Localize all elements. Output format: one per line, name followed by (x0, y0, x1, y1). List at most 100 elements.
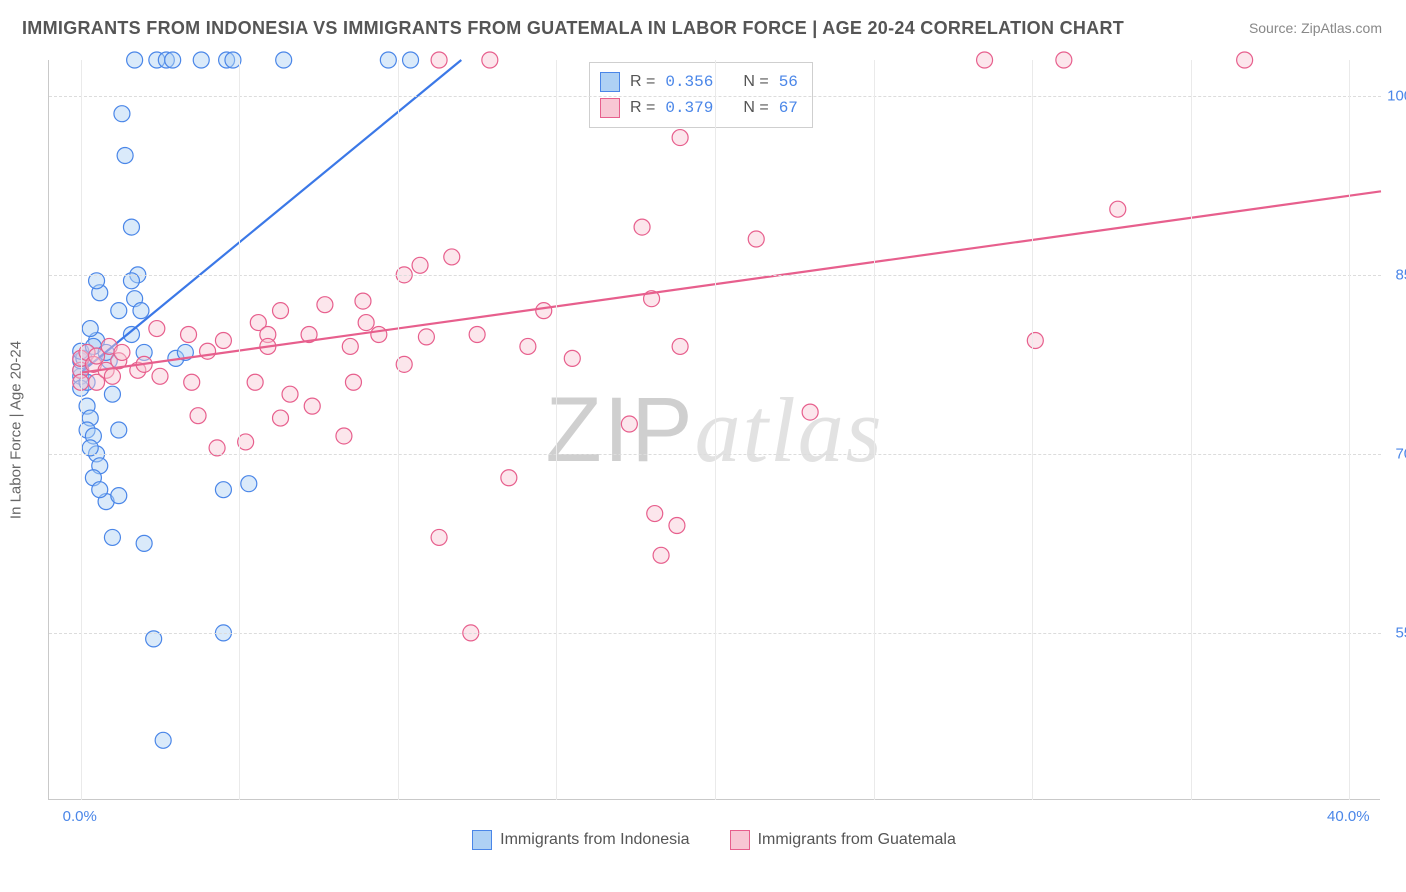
scatter-point (1027, 332, 1043, 348)
scatter-point (184, 374, 200, 390)
trend-line (81, 191, 1381, 372)
scatter-point (412, 257, 428, 273)
scatter-point (241, 476, 257, 492)
x-tick-label: 40.0% (1327, 808, 1370, 825)
scatter-point (82, 321, 98, 337)
scatter-point (92, 482, 108, 498)
trend-line (81, 60, 462, 373)
scatter-point (536, 303, 552, 319)
y-tick-label: 55.0% (1382, 624, 1406, 641)
grid-line-v (715, 60, 716, 800)
scatter-point (1237, 52, 1253, 68)
scatter-point (193, 52, 209, 68)
legend-item: Immigrants from Indonesia (472, 830, 689, 850)
scatter-point (358, 315, 374, 331)
scatter-point (273, 410, 289, 426)
scatter-point (336, 428, 352, 444)
scatter-point (342, 338, 358, 354)
scatter-point (282, 386, 298, 402)
legend-item: Immigrants from Guatemala (730, 830, 956, 850)
scatter-point (276, 52, 292, 68)
stats-n-label: N = (743, 95, 768, 121)
scatter-point (653, 547, 669, 563)
y-tick-label: 100.0% (1382, 87, 1406, 104)
scatter-point (418, 329, 434, 345)
scatter-point (273, 303, 289, 319)
scatter-point (482, 52, 498, 68)
scatter-point (469, 327, 485, 343)
grid-line-v (874, 60, 875, 800)
grid-line-v (1032, 60, 1033, 800)
scatter-point (431, 529, 447, 545)
scatter-point (672, 130, 688, 146)
scatter-point (123, 219, 139, 235)
scatter-point (104, 368, 120, 384)
scatter-point (520, 338, 536, 354)
stats-r-value: 0.379 (665, 95, 713, 121)
scatter-point (431, 52, 447, 68)
plot-area: ZIPatlas R = 0.356 N = 56 R = 0.379 N = … (48, 60, 1380, 832)
scatter-point (114, 344, 130, 360)
scatter-point (111, 422, 127, 438)
scatter-point (111, 488, 127, 504)
scatter-point (1110, 201, 1126, 217)
x-tick-label: 0.0% (63, 808, 97, 825)
source-label: Source: ZipAtlas.com (1249, 20, 1382, 36)
y-axis-label: In Labor Force | Age 20-24 (8, 341, 25, 519)
scatter-point (104, 529, 120, 545)
stats-n-label: N = (743, 69, 768, 95)
scatter-point (977, 52, 993, 68)
scatter-point (1056, 52, 1072, 68)
scatter-point (501, 470, 517, 486)
legend-swatch (472, 830, 492, 850)
scatter-point (152, 368, 168, 384)
legend-label: Immigrants from Guatemala (758, 831, 956, 849)
scatter-point (247, 374, 263, 390)
scatter-point (802, 404, 818, 420)
stats-swatch (600, 72, 620, 92)
y-tick-label: 70.0% (1382, 445, 1406, 462)
stats-row: R = 0.356 N = 56 (600, 69, 798, 95)
scatter-point (215, 482, 231, 498)
scatter-point (149, 321, 165, 337)
stats-n-value: 56 (779, 69, 798, 95)
scatter-point (133, 303, 149, 319)
scatter-point (634, 219, 650, 235)
scatter-point (155, 732, 171, 748)
bottom-legend: Immigrants from Indonesia Immigrants fro… (48, 830, 1380, 850)
grid-line-v (239, 60, 240, 800)
scatter-point (444, 249, 460, 265)
scatter-point (403, 52, 419, 68)
scatter-point (669, 517, 685, 533)
chart-box: ZIPatlas R = 0.356 N = 56 R = 0.379 N = … (48, 60, 1380, 800)
scatter-point (136, 535, 152, 551)
scatter-point (355, 293, 371, 309)
chart-title: IMMIGRANTS FROM INDONESIA VS IMMIGRANTS … (22, 18, 1124, 39)
stats-r-label: R = (630, 95, 655, 121)
scatter-point (621, 416, 637, 432)
grid-line-v (1191, 60, 1192, 800)
scatter-point (117, 147, 133, 163)
legend-label: Immigrants from Indonesia (500, 831, 689, 849)
scatter-point (114, 106, 130, 122)
stats-row: R = 0.379 N = 67 (600, 95, 798, 121)
scatter-point (304, 398, 320, 414)
scatter-point (190, 408, 206, 424)
grid-line-v (556, 60, 557, 800)
grid-line-v (398, 60, 399, 800)
stats-n-value: 67 (779, 95, 798, 121)
stats-r-value: 0.356 (665, 69, 713, 95)
scatter-point (371, 327, 387, 343)
grid-line-v (1349, 60, 1350, 800)
scatter-point (564, 350, 580, 366)
y-tick-label: 85.0% (1382, 266, 1406, 283)
scatter-point (165, 52, 181, 68)
stats-swatch (600, 98, 620, 118)
scatter-point (345, 374, 361, 390)
scatter-point (104, 386, 120, 402)
scatter-point (380, 52, 396, 68)
legend-swatch (730, 830, 750, 850)
scatter-point (317, 297, 333, 313)
scatter-point (127, 52, 143, 68)
scatter-point (215, 332, 231, 348)
